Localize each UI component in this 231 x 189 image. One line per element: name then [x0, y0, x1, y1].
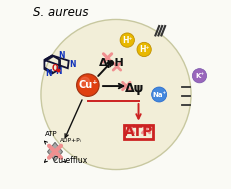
Circle shape	[191, 69, 206, 83]
Polygon shape	[47, 142, 62, 161]
Text: Cu⁺: Cu⁺	[78, 80, 98, 90]
Text: H⁺: H⁺	[138, 45, 149, 54]
Text: ΔpH: ΔpH	[99, 58, 125, 68]
Text: Δψ: Δψ	[125, 82, 144, 95]
Text: N: N	[58, 51, 64, 60]
Text: H⁺: H⁺	[122, 36, 132, 45]
Circle shape	[151, 87, 166, 102]
Text: ADP+Pᵢ: ADP+Pᵢ	[60, 138, 82, 143]
Circle shape	[76, 74, 99, 96]
Text: ATP: ATP	[45, 131, 57, 137]
Text: Na⁺: Na⁺	[151, 91, 166, 98]
Text: ATP: ATP	[123, 125, 153, 139]
Text: N: N	[55, 67, 61, 76]
Text: Cu efflux: Cu efflux	[53, 156, 87, 165]
Circle shape	[120, 33, 134, 47]
Text: O: O	[52, 64, 58, 73]
Circle shape	[41, 19, 190, 170]
Text: N: N	[69, 60, 75, 69]
Text: S. aureus: S. aureus	[33, 6, 88, 19]
Text: N: N	[45, 69, 52, 78]
Text: K⁺: K⁺	[194, 73, 203, 79]
Circle shape	[80, 77, 89, 86]
Circle shape	[137, 42, 151, 57]
